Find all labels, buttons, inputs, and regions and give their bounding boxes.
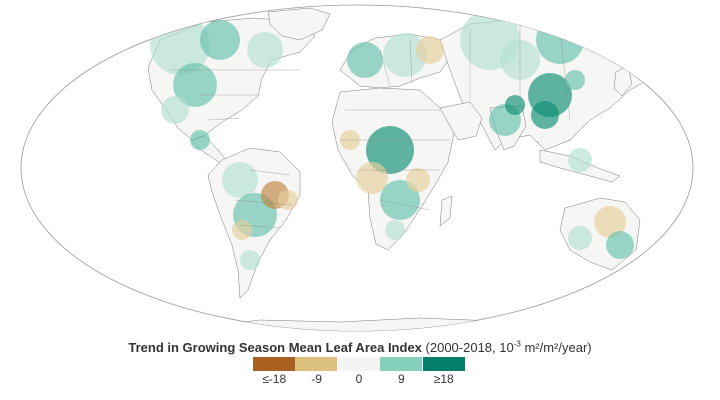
trend-patch [568,226,592,250]
legend-swatch [380,357,423,371]
map-caption: Trend in Growing Season Mean Leaf Area I… [0,340,720,356]
trend-patch [380,180,420,220]
trend-patch [416,36,444,64]
trend-patch [161,96,189,124]
trend-patch [505,95,525,115]
new-zealand [649,251,665,285]
greenland [267,7,331,41]
trend-patch [385,220,405,240]
trend-patch [565,70,585,90]
legend-labels: ≤-18 -9 0 9 ≥18 [253,372,465,386]
legend-label: 9 [398,372,405,386]
country-borders [170,24,571,229]
trend-patch [347,42,383,78]
trend-patch [568,148,592,172]
antarctica [179,317,661,331]
arabia [439,101,483,141]
legend-label: 0 [355,372,363,386]
legend-swatch [253,357,295,371]
legend-label: ≥18 [433,372,454,386]
legend-swatch [295,357,338,371]
trend-patch [594,206,626,238]
trend-patch [531,101,559,129]
trend-patch [173,63,217,107]
legend-colorbar [253,357,465,371]
trend-patch [278,190,298,210]
legend-label: ≤-18 [262,372,287,386]
trend-patch [190,130,210,150]
trend-patch [383,33,427,77]
trend-patch [240,250,260,270]
legend-swatch [422,357,465,371]
trend-patch [536,16,584,64]
madagascar [439,195,453,227]
trend-patch [222,162,258,198]
map-title: Trend in Growing Season Mean Leaf Area I… [128,340,422,355]
legend-label: -9 [311,372,322,386]
trend-patch [247,32,283,68]
legend-swatch [337,357,380,371]
trend-patch [200,20,240,60]
trend-patch [232,220,252,240]
trend-patch [366,126,414,174]
trend-patch [406,168,430,192]
world-map [20,4,694,332]
map-subtitle: (2000-2018, 10-3 m²/m²/year) [425,339,592,355]
trend-patch [606,231,634,259]
